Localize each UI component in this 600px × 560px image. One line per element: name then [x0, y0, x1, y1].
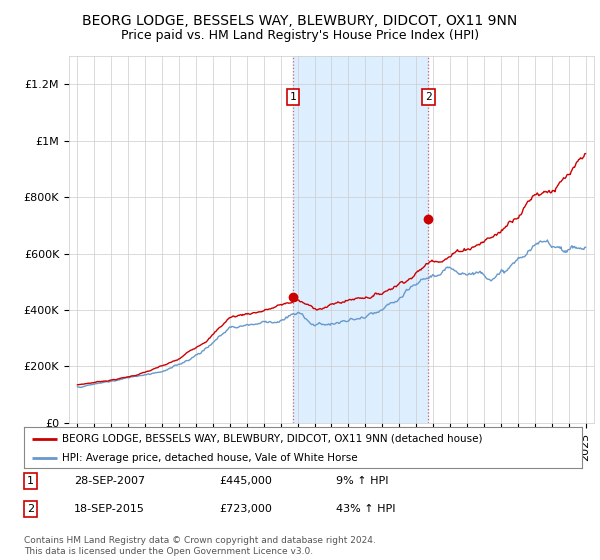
Text: BEORG LODGE, BESSELS WAY, BLEWBURY, DIDCOT, OX11 9NN (detached house): BEORG LODGE, BESSELS WAY, BLEWBURY, DIDC… — [62, 433, 482, 444]
Text: Contains HM Land Registry data © Crown copyright and database right 2024.
This d: Contains HM Land Registry data © Crown c… — [24, 536, 376, 556]
Text: 2: 2 — [425, 92, 432, 102]
Text: £445,000: £445,000 — [220, 476, 272, 486]
Text: HPI: Average price, detached house, Vale of White Horse: HPI: Average price, detached house, Vale… — [62, 452, 358, 463]
Text: 18-SEP-2015: 18-SEP-2015 — [74, 503, 145, 514]
Text: 9% ↑ HPI: 9% ↑ HPI — [337, 476, 389, 486]
Text: 1: 1 — [27, 476, 34, 486]
Text: 43% ↑ HPI: 43% ↑ HPI — [337, 503, 396, 514]
Text: £723,000: £723,000 — [220, 503, 272, 514]
Text: BEORG LODGE, BESSELS WAY, BLEWBURY, DIDCOT, OX11 9NN: BEORG LODGE, BESSELS WAY, BLEWBURY, DIDC… — [82, 14, 518, 28]
Text: 2: 2 — [27, 503, 34, 514]
Bar — [293, 56, 428, 423]
Text: 1: 1 — [290, 92, 296, 102]
Text: Price paid vs. HM Land Registry's House Price Index (HPI): Price paid vs. HM Land Registry's House … — [121, 29, 479, 42]
Text: 28-SEP-2007: 28-SEP-2007 — [74, 476, 145, 486]
